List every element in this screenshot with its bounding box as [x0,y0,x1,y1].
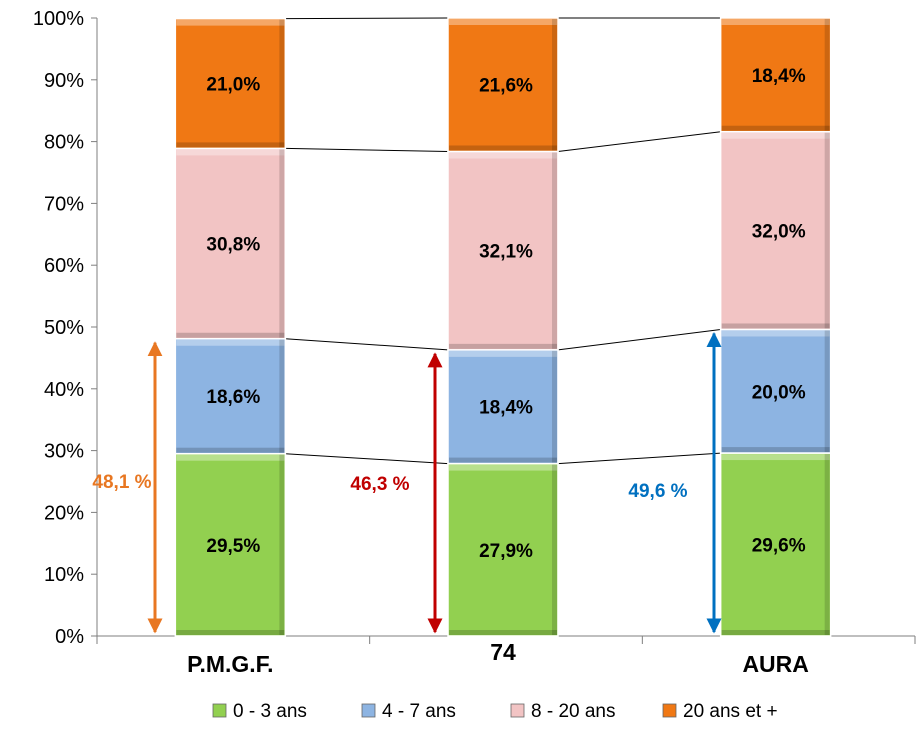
legend: 0 - 3 ans 4 - 7 ans 8 - 20 ans 20 ans et + [212,701,778,722]
y-tick-label: 40% [44,379,84,401]
y-tick-label: 60% [44,255,84,277]
bar-data-label: 32,0% [752,222,806,243]
connector-line [557,328,721,351]
bar-segment-highlight [176,454,285,461]
legend-label: 0 - 3 ans [233,701,307,722]
y-tick-label: 30% [44,441,84,463]
connector-line [285,147,449,152]
y-tick-label: 100% [33,8,84,30]
legend-label: 20 ans et + [683,701,778,722]
bar-segment-shadow [176,447,285,453]
bar-data-label: 21,0% [206,75,260,96]
bar-segment-shadow [449,343,557,349]
y-tick-label: 90% [44,70,84,92]
connector-line [285,453,449,465]
bar-segment-edge [552,152,557,349]
bar-segment-highlight [721,19,830,25]
y-axis: 0% 10% 20% 30% 40% 50% 60% 70% 80% 90% 100% [33,8,98,648]
bar-segment-shadow [449,145,557,151]
y-tick-label: 0% [55,626,84,648]
bar-data-label: 18,4% [752,66,806,87]
bar-segment [447,150,559,351]
bar-segment [719,452,832,637]
bar-data-label: 20,0% [752,382,806,403]
bar-segment-shadow [176,332,285,338]
bar-segment-highlight [449,464,557,471]
x-category-label: AURA [742,651,808,677]
bar-segment-shadow [721,630,830,635]
bar-segment [719,328,832,454]
y-tick-label: 20% [44,502,84,524]
cumulative-label: 49,6 % [628,481,687,502]
bar-segment-shadow [449,630,557,635]
cumulative-label: 48,1 % [92,472,151,493]
bar-segment-edge [552,350,557,463]
legend-swatch [212,703,227,718]
legend-swatch [662,703,677,718]
segment-connector-lines [285,17,721,465]
bar-segment-highlight [176,149,285,156]
bar-segment-edge [824,132,830,329]
bar-segment-shadow [721,323,830,329]
bar-segment-highlight [449,350,557,357]
y-tick-label: 50% [44,317,84,339]
bar-segment [447,462,559,637]
connector-line [285,338,449,351]
bar-segment [174,17,287,150]
bar-data-label: 27,9% [479,541,533,562]
bar-segment [719,130,832,331]
bar-segment-highlight [721,454,830,461]
y-tick-label: 70% [44,193,84,215]
bar-segment-highlight [449,152,557,159]
cumulative-brackets: 48,1 % 46,3 % 49,6 % [92,331,722,634]
bar-segment-edge [552,464,557,635]
connector-line [557,452,721,465]
x-category-label: P.M.G.F. [187,651,274,677]
cumulative-label: 46,3 % [350,474,409,495]
y-tick-label: 10% [44,564,84,586]
bar-segment-shadow [721,447,830,453]
bar-segment [174,147,287,340]
y-tick-label: 80% [44,132,84,154]
bar-segment-edge [279,149,285,338]
bar-segment-highlight [176,19,285,26]
bar-segment-shadow [449,457,557,463]
bar-segment-edge [824,330,830,453]
bar-segment-edge [552,19,557,151]
bar-data-label: 29,5% [206,536,260,557]
bar-segment-edge [824,19,830,131]
bar-segment [719,17,832,133]
bar-segment [447,17,559,153]
legend-swatch [361,703,376,718]
bar-segment-edge [279,454,285,635]
bar-segment-edge [279,19,285,148]
bar-data-label: 30,8% [206,235,260,256]
connector-line [285,17,449,20]
legend-label: 8 - 20 ans [531,701,616,722]
bar-data-label: 18,4% [479,398,533,419]
legend-label: 4 - 7 ans [382,701,456,722]
bar-data-label: 29,6% [752,536,806,557]
bars: 29,5% 18,6% 30,8% 21,0% 27,9% 18,4% 32,1% 21,6%… [174,17,832,637]
bar-segment-shadow [176,630,285,635]
bar-segment-shadow [176,142,285,148]
bar-segment-shadow [721,125,830,131]
bar-segment-highlight [721,330,830,337]
legend-swatch [510,703,525,718]
x-category-label: 74 [490,639,516,665]
bar-segment-edge [279,339,285,453]
bar-segment-highlight [721,132,830,139]
bar-data-label: 18,6% [206,387,260,408]
bar-data-label: 21,6% [479,76,533,97]
bar-data-label: 32,1% [479,242,533,263]
bar-segment-edge [824,454,830,635]
bar-segment [174,337,287,455]
bar-segment-highlight [449,19,557,25]
bar-segment-highlight [176,339,285,346]
x-axis: P.M.G.F. 74 AURA [96,635,916,677]
connector-line [557,131,721,152]
